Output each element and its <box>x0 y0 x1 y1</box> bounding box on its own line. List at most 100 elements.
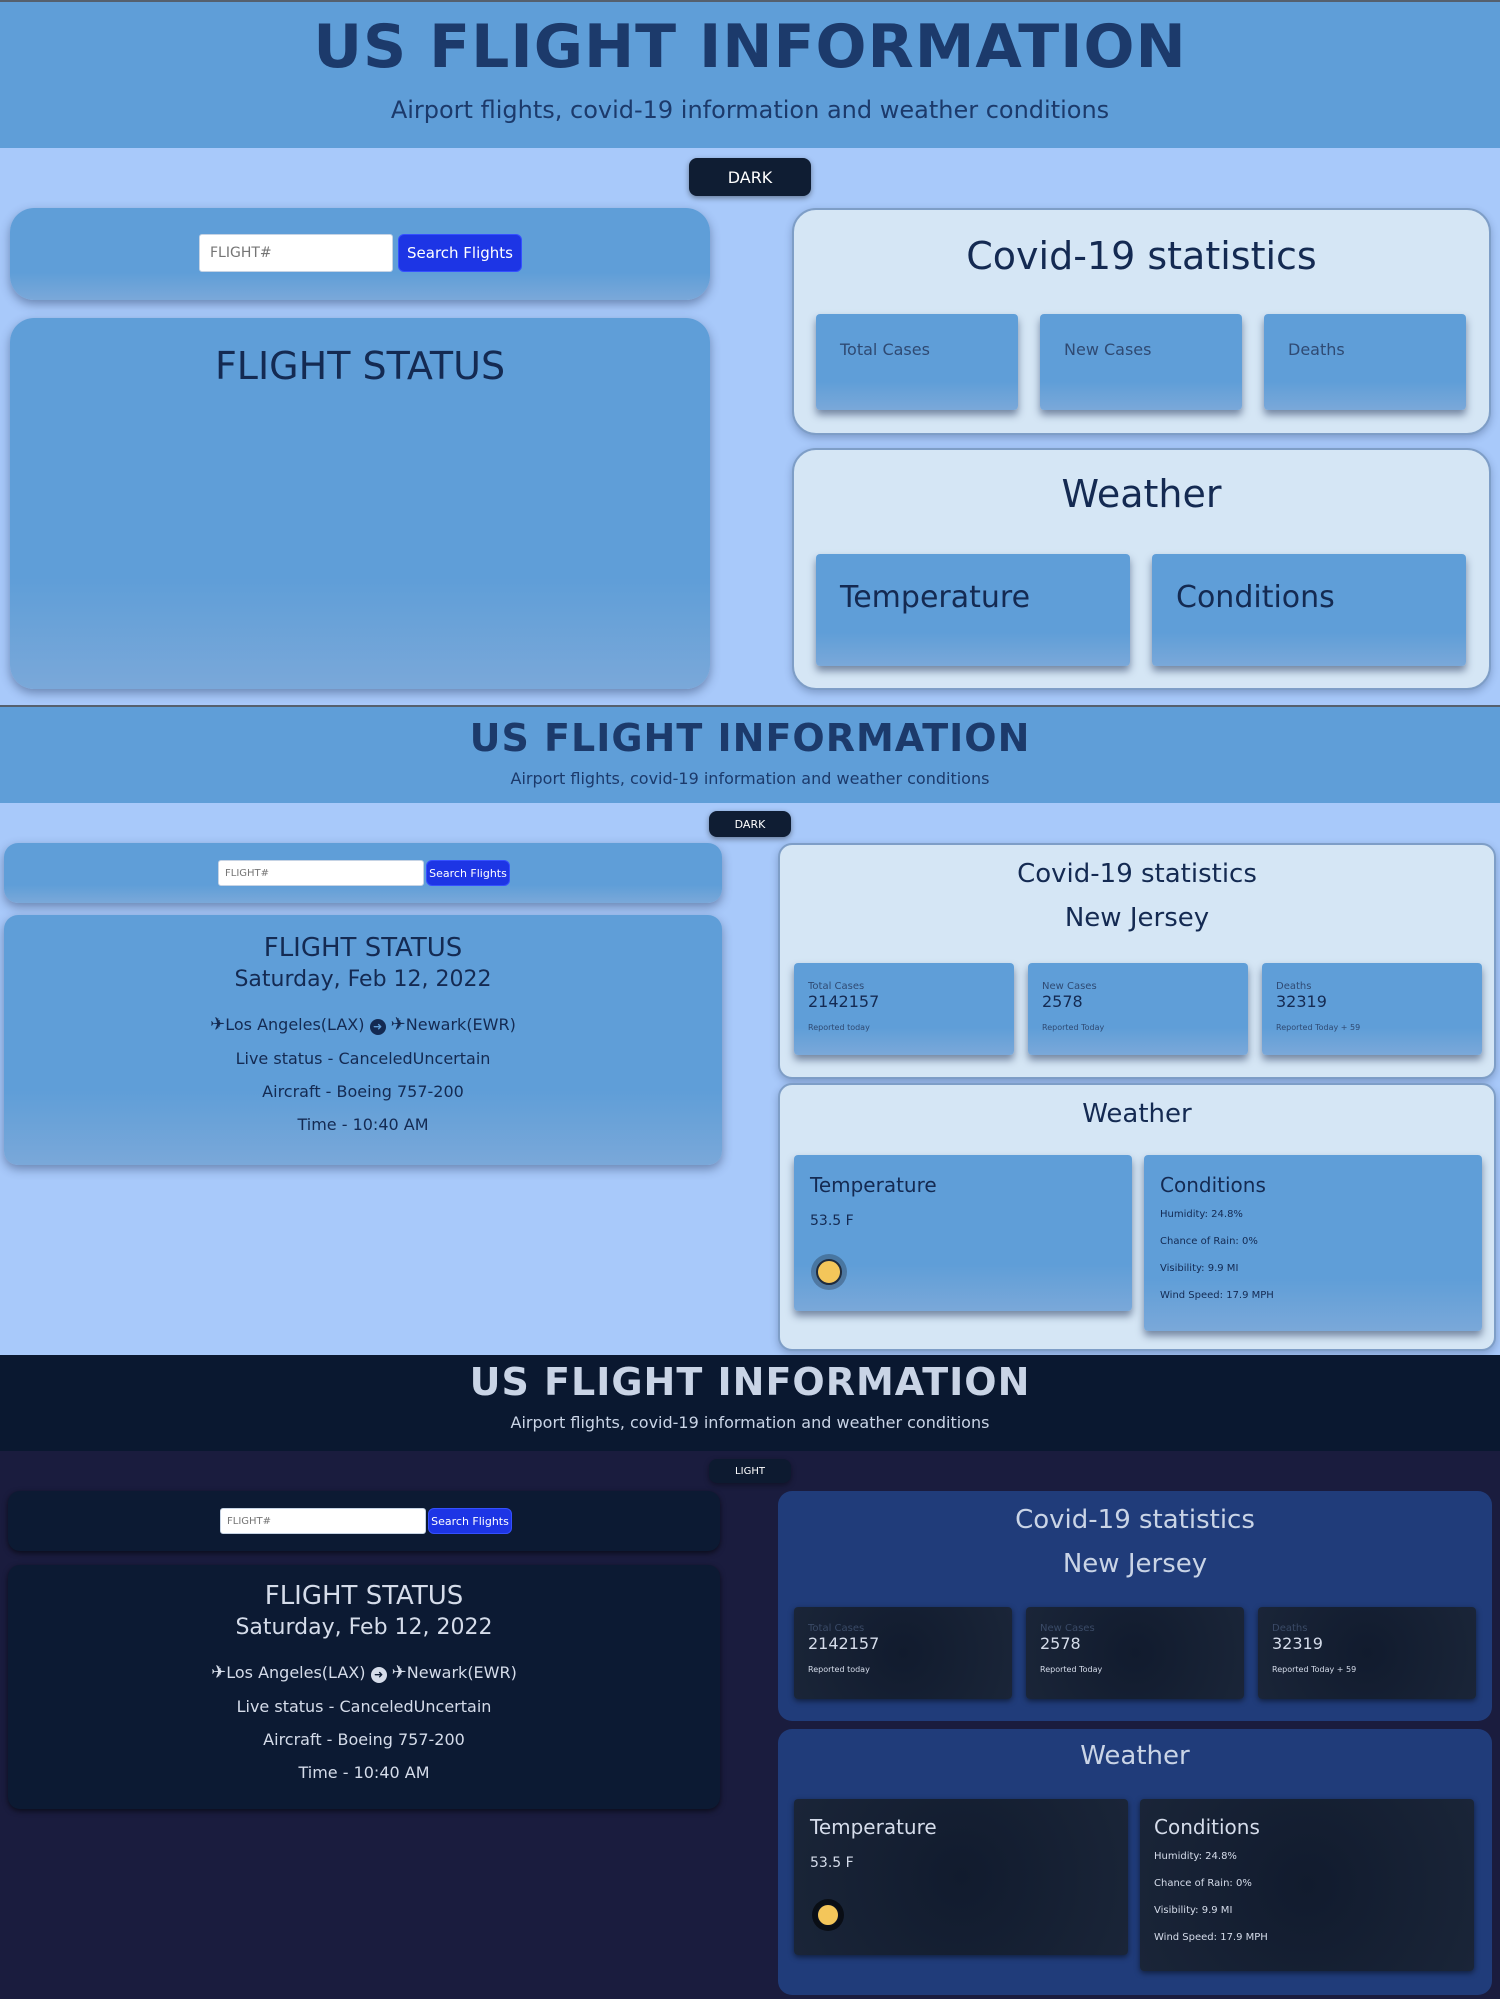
screen-results-dark: US FLIGHT INFORMATION Airport flights, c… <box>0 1355 1500 1999</box>
origin-airport: Los Angeles(LAX) <box>225 1015 365 1034</box>
page-title: US FLIGHT INFORMATION <box>469 1360 1031 1404</box>
deaths-card: Deaths 32319 Reported Today + 59 <box>1258 1607 1476 1699</box>
total-cases-note: Reported today <box>808 1665 870 1674</box>
temperature-label: Temperature <box>810 1815 937 1839</box>
weather-panel: Weather Temperature 53.5 F Conditions Hu… <box>778 1729 1492 1995</box>
new-cases-label: New Cases <box>1040 1623 1095 1634</box>
flight-number-input[interactable] <box>220 1508 426 1534</box>
deaths-label: Deaths <box>1276 981 1312 992</box>
new-cases-value: 2578 <box>1040 1634 1081 1653</box>
covid-title: Covid-19 statistics <box>966 234 1317 278</box>
destination-airport: Newark(EWR) <box>405 1015 516 1034</box>
covid-title: Covid-19 statistics <box>1017 859 1257 889</box>
flight-date: Saturday, Feb 12, 2022 <box>234 967 492 992</box>
covid-panel: Covid-19 statistics New Jersey Total Cas… <box>778 843 1496 1079</box>
wind-speed: Wind Speed: 17.9 MPH <box>1160 1290 1274 1301</box>
new-cases-card: New Cases <box>1040 314 1242 410</box>
conditions-label: Conditions <box>1176 580 1335 615</box>
wind-speed: Wind Speed: 17.9 MPH <box>1154 1932 1268 1943</box>
chance-of-rain: Chance of Rain: 0% <box>1154 1878 1252 1889</box>
flight-route: ✈Los Angeles(LAX) ➜ ✈Newark(EWR) <box>8 1662 720 1683</box>
search-bar: Search Flights <box>4 843 722 903</box>
covid-state: New Jersey <box>1064 903 1210 933</box>
weather-title: Weather <box>1080 1741 1190 1771</box>
page-subtitle: Airport flights, covid-19 information an… <box>510 1413 990 1432</box>
header: US FLIGHT INFORMATION Airport flights, c… <box>0 705 1500 803</box>
screen-initial-light: US FLIGHT INFORMATION Airport flights, c… <box>0 0 1500 705</box>
search-flights-button[interactable]: Search Flights <box>428 1508 512 1534</box>
deaths-note: Reported Today + 59 <box>1272 1665 1357 1674</box>
new-cases-card: New Cases 2578 Reported Today <box>1026 1607 1244 1699</box>
light-mode-button[interactable]: LIGHT <box>709 1459 791 1483</box>
dark-mode-button[interactable]: DARK <box>689 158 811 196</box>
live-status: Live status - CanceledUncertain <box>236 1697 492 1716</box>
deaths-card: Deaths 32319 Reported Today + 59 <box>1262 963 1482 1055</box>
conditions-card: Conditions <box>1152 554 1466 666</box>
total-cases-label: Total Cases <box>808 981 865 992</box>
conditions-card: Conditions Humidity: 24.8% Chance of Rai… <box>1140 1799 1474 1971</box>
total-cases-label: Total Cases <box>840 340 930 359</box>
plane-departure-icon: ✈ <box>210 1014 226 1035</box>
deaths-label: Deaths <box>1272 1623 1308 1634</box>
weather-title: Weather <box>1061 472 1222 516</box>
flight-number-input[interactable] <box>199 234 393 272</box>
arrow-right-circle-icon: ➜ <box>369 1019 386 1035</box>
deaths-note: Reported Today + 59 <box>1276 1023 1361 1032</box>
total-cases-value: 2142157 <box>808 1634 880 1653</box>
flight-status-panel: FLIGHT STATUS Saturday, Feb 12, 2022 ✈Lo… <box>4 915 722 1165</box>
deaths-card: Deaths <box>1264 314 1466 410</box>
flight-date: Saturday, Feb 12, 2022 <box>235 1615 493 1640</box>
visibility: Visibility: 9.9 MI <box>1160 1263 1239 1274</box>
page-subtitle: Airport flights, covid-19 information an… <box>390 96 1110 124</box>
sun-icon <box>816 1259 842 1285</box>
screen-results-light: US FLIGHT INFORMATION Airport flights, c… <box>0 705 1500 1355</box>
flight-status-panel: FLIGHT STATUS Saturday, Feb 12, 2022 ✈Lo… <box>8 1565 720 1809</box>
weather-panel: Weather Temperature Conditions <box>792 448 1491 690</box>
total-cases-label: Total Cases <box>808 1623 865 1634</box>
temperature-card: Temperature 53.5 F <box>794 1155 1132 1311</box>
covid-state: New Jersey <box>1062 1549 1208 1579</box>
search-bar: Search Flights <box>10 208 710 300</box>
flight-status-panel: FLIGHT STATUS <box>10 318 710 689</box>
total-cases-card: Total Cases 2142157 Reported today <box>794 1607 1012 1699</box>
aircraft: Aircraft - Boeing 757-200 <box>263 1730 465 1749</box>
chance-of-rain: Chance of Rain: 0% <box>1160 1236 1258 1247</box>
page-title: US FLIGHT INFORMATION <box>469 716 1031 760</box>
header: US FLIGHT INFORMATION Airport flights, c… <box>0 0 1500 148</box>
total-cases-note: Reported today <box>808 1023 870 1032</box>
covid-title: Covid-19 statistics <box>1015 1505 1255 1535</box>
flight-number-input[interactable] <box>218 860 424 886</box>
dark-mode-button[interactable]: DARK <box>709 811 791 837</box>
deaths-label: Deaths <box>1288 340 1345 359</box>
weather-title: Weather <box>1082 1099 1192 1129</box>
search-flights-button[interactable]: Search Flights <box>398 234 522 272</box>
temperature-value: 53.5 F <box>810 1213 854 1229</box>
page-subtitle: Airport flights, covid-19 information an… <box>510 769 990 788</box>
plane-departure-icon: ✈ <box>211 1662 227 1683</box>
departure-time: Time - 10:40 AM <box>297 1115 429 1134</box>
destination-airport: Newark(EWR) <box>406 1663 517 1682</box>
weather-panel: Weather Temperature 53.5 F Conditions Hu… <box>778 1083 1496 1351</box>
covid-panel: Covid-19 statistics New Jersey Total Cas… <box>778 1491 1492 1721</box>
new-cases-value: 2578 <box>1042 992 1083 1011</box>
total-cases-card: Total Cases 2142157 Reported today <box>794 963 1014 1055</box>
covid-panel: Covid-19 statistics Total Cases New Case… <box>792 208 1491 435</box>
plane-arrival-icon: ✈ <box>390 1014 406 1035</box>
search-flights-button[interactable]: Search Flights <box>426 860 510 886</box>
aircraft: Aircraft - Boeing 757-200 <box>262 1082 464 1101</box>
total-cases-value: 2142157 <box>808 992 880 1011</box>
live-status: Live status - CanceledUncertain <box>235 1049 491 1068</box>
header: US FLIGHT INFORMATION Airport flights, c… <box>0 1355 1500 1451</box>
new-cases-label: New Cases <box>1064 340 1152 359</box>
page-title: US FLIGHT INFORMATION <box>313 12 1187 82</box>
humidity: Humidity: 24.8% <box>1154 1851 1237 1862</box>
visibility: Visibility: 9.9 MI <box>1154 1905 1233 1916</box>
deaths-value: 32319 <box>1272 1634 1323 1653</box>
conditions-label: Conditions <box>1154 1815 1260 1839</box>
temperature-value: 53.5 F <box>810 1855 854 1871</box>
humidity: Humidity: 24.8% <box>1160 1209 1243 1220</box>
new-cases-card: New Cases 2578 Reported Today <box>1028 963 1248 1055</box>
deaths-value: 32319 <box>1276 992 1327 1011</box>
flight-status-title: FLIGHT STATUS <box>263 933 463 963</box>
search-bar: Search Flights <box>8 1491 720 1551</box>
